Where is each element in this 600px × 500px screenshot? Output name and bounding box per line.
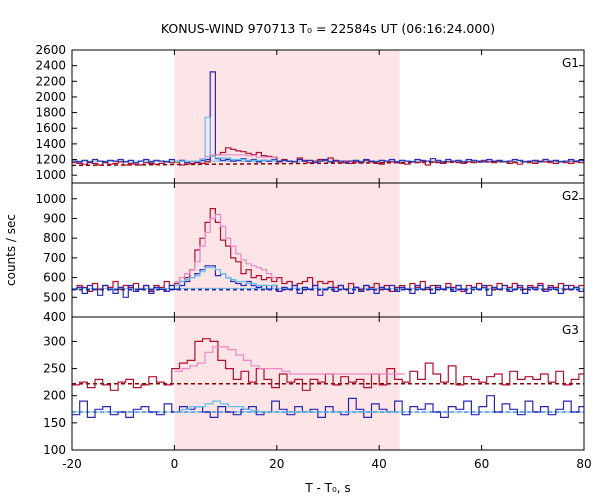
panel-frame [71, 316, 585, 451]
series-blue [72, 395, 584, 418]
panel-g3: 100 150 200 250 300 G3 [43, 316, 585, 457]
y-tick-label: 1000 [35, 168, 66, 182]
x-tick-label: 40 [372, 457, 387, 471]
y-tick-label: 100 [43, 443, 66, 457]
panel-plot [72, 71, 584, 167]
panel-plot [72, 208, 584, 298]
series-light_blue [174, 400, 405, 413]
series-blue [72, 71, 584, 164]
panel-g2: 400 500 600 700 800 900 1000 G2 [35, 182, 585, 324]
y-tick-label: 900 [43, 211, 66, 225]
series-red [72, 208, 584, 292]
panel-label: G1 [562, 56, 579, 70]
y-tick-label: 1400 [35, 137, 66, 151]
y-tick-label: 150 [43, 416, 66, 430]
x-axis-label: T - T₀, s [304, 481, 350, 495]
y-tick-label: 2400 [35, 59, 66, 73]
x-tick-label: 0 [171, 457, 179, 471]
y-tick-label: 250 [43, 362, 66, 376]
y-tick-label: 1000 [35, 192, 66, 206]
plot-area: 100012001400160018002000220024002600G140… [35, 43, 591, 471]
highlight-interval [174, 50, 400, 450]
panel-label: G3 [562, 323, 579, 337]
y-tick-label: 1800 [35, 106, 66, 120]
panel-label: G2 [562, 189, 579, 203]
x-tick-label: 60 [474, 457, 489, 471]
panel-plot [72, 338, 584, 418]
series-blue [72, 265, 584, 298]
y-tick-label: 500 [43, 290, 66, 304]
y-tick-label: 400 [43, 310, 66, 324]
series-light_blue [174, 116, 277, 162]
series-pink [174, 346, 405, 375]
y-tick-label: 2000 [35, 90, 66, 104]
y-tick-label: 800 [43, 231, 66, 245]
y-tick-label: 200 [43, 389, 66, 403]
chart-title: KONUS-WIND 970713 T₀ = 22584s UT (06:16:… [161, 21, 495, 36]
y-tick-label: 2200 [35, 74, 66, 88]
y-tick-label: 2600 [35, 43, 66, 57]
series-light_blue [174, 267, 277, 287]
y-tick-label: 700 [43, 251, 66, 265]
y-tick-label: 1600 [35, 121, 66, 135]
y-tick-label: 1200 [35, 153, 66, 167]
series-pink [174, 213, 277, 283]
x-tick-label: 80 [576, 457, 591, 471]
x-tick-label: -20 [62, 457, 82, 471]
y-tick-label: 600 [43, 271, 66, 285]
y-tick-label: 300 [43, 334, 66, 348]
y-axis-label: counts / sec [4, 214, 18, 286]
x-tick-label: 20 [269, 457, 284, 471]
